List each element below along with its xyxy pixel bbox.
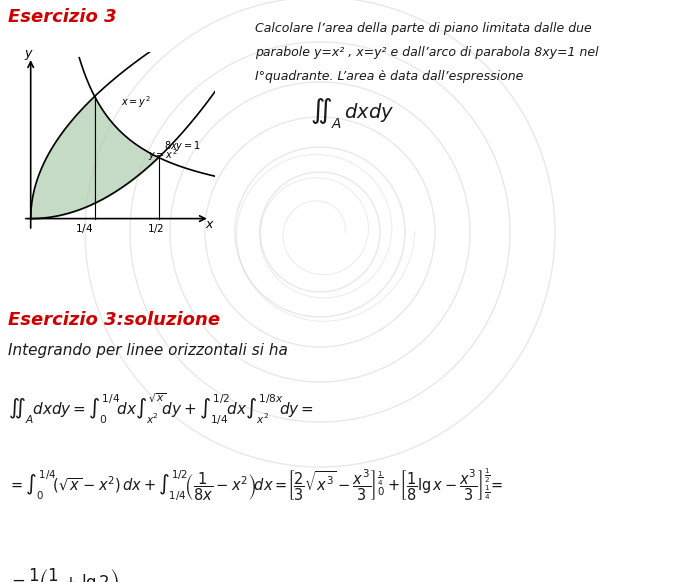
Text: I°quadrante. L’area è data dall’espressione: I°quadrante. L’area è data dall’espressi… xyxy=(255,70,523,83)
Text: $x=y^2$: $x=y^2$ xyxy=(121,94,151,110)
Text: $x$: $x$ xyxy=(205,218,214,232)
Text: Integrando per linee orizzontali si ha: Integrando per linee orizzontali si ha xyxy=(8,343,288,359)
Text: $=\dfrac{1}{8}\!\left(\dfrac{1}{3}+\lg 2\right)$: $=\dfrac{1}{8}\!\left(\dfrac{1}{3}+\lg 2… xyxy=(8,566,119,582)
Text: $y$: $y$ xyxy=(25,48,34,62)
Text: $= \int_0^{1/4}\!(\sqrt{x}-x^2)\,dx+\int_{1/4}^{1/2}\!\left(\dfrac{1}{8x}-x^2\ri: $= \int_0^{1/4}\!(\sqrt{x}-x^2)\,dx+\int… xyxy=(8,466,503,503)
Text: $\iint_A\,dxdy$: $\iint_A\,dxdy$ xyxy=(310,97,394,131)
Text: parabole y=x² , x=y² e dall’arco di parabola 8xy=1 nel: parabole y=x² , x=y² e dall’arco di para… xyxy=(255,46,599,59)
Text: Esercizio 3: Esercizio 3 xyxy=(8,8,117,26)
Text: $8xy=1$: $8xy=1$ xyxy=(164,139,201,153)
Text: $\iint_A dxdy = \int_0^{1/4}\!dx\int_{x^2}^{\sqrt{x}}\!dy + \int_{1/4}^{1/2}\!dx: $\iint_A dxdy = \int_0^{1/4}\!dx\int_{x^… xyxy=(8,391,314,427)
Text: $1/4$: $1/4$ xyxy=(75,222,93,235)
Text: $y=x^2$: $y=x^2$ xyxy=(148,147,178,163)
Text: Calcolare l’area della parte di piano limitata dalle due: Calcolare l’area della parte di piano li… xyxy=(255,22,592,35)
Text: $1/2$: $1/2$ xyxy=(147,222,164,235)
Text: Esercizio 3:soluzione: Esercizio 3:soluzione xyxy=(8,311,220,329)
